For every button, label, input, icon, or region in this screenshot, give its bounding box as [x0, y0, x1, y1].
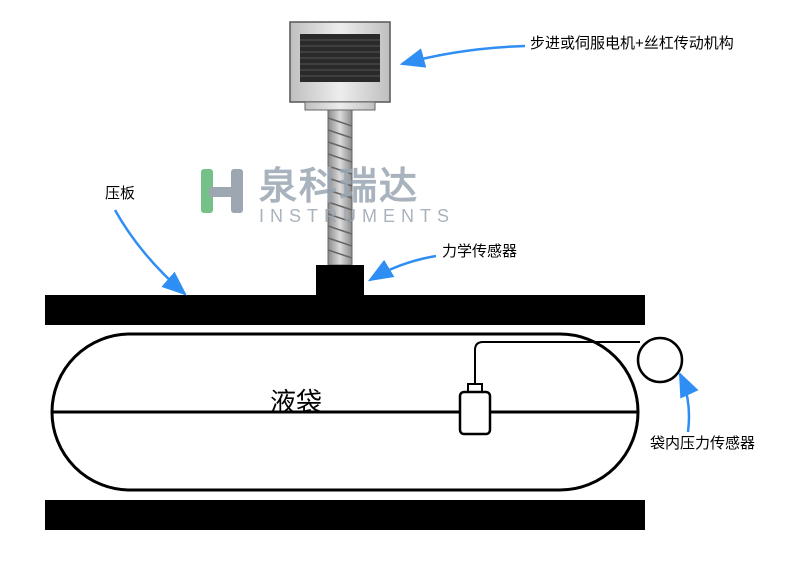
label-liquid-bag: 液袋	[270, 382, 322, 419]
top-press-plate	[45, 295, 645, 325]
lead-screw	[328, 110, 352, 265]
arrow-motor	[402, 46, 525, 64]
arrow-plate	[115, 210, 185, 294]
arrow-inner	[680, 374, 689, 432]
label-force-sensor: 力学传感器	[442, 240, 517, 261]
label-inner-pressure: 袋内压力传感器	[650, 432, 755, 453]
force-sensor-block	[316, 265, 364, 295]
arrow-force	[370, 256, 436, 280]
label-motor: 步进或伺服电机+丝杠传动机构	[530, 32, 734, 53]
label-press-plate: 压板	[105, 182, 135, 203]
bottom-press-plate	[45, 500, 645, 530]
motor-assembly	[290, 22, 390, 110]
liquid-bag	[52, 334, 638, 490]
diagram-svg	[0, 0, 800, 565]
